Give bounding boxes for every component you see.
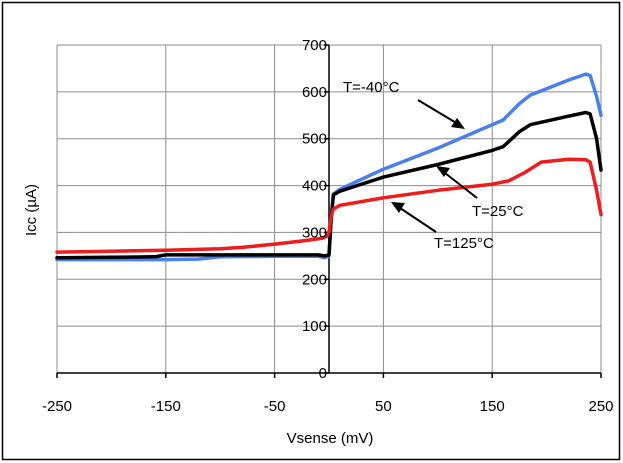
y-tick-label: 500 [302, 131, 327, 148]
y-tick-label: 100 [302, 318, 327, 335]
series-line-1 [55, 110, 603, 260]
x-tick-label: -250 [42, 398, 72, 415]
x-tick-label: -50 [264, 398, 286, 415]
y-tick-label: 300 [302, 224, 327, 241]
annotation-arrowhead [436, 166, 450, 177]
series-layer [55, 72, 603, 262]
x-axis-title: Vsense (mV) [287, 430, 374, 447]
x-tick-label: 50 [375, 398, 392, 415]
axes [56, 44, 602, 378]
y-tick-label: 200 [302, 271, 327, 288]
x-tick-label: 250 [588, 398, 613, 415]
annotation-t-minus-40: T=-40°C [343, 79, 465, 129]
annotation-arrowhead [451, 118, 465, 129]
annotation-arrowhead [391, 202, 405, 213]
series-line-0 [55, 72, 603, 262]
annotation-t-125: T=125°C [391, 202, 494, 252]
annotation-label: T=25°C [472, 203, 524, 220]
series-line-2 [55, 157, 603, 254]
y-tick-label: 400 [302, 178, 327, 195]
annotation-label: T=-40°C [343, 79, 400, 96]
annotation-t-25: T=25°C [436, 166, 524, 220]
annotation-label: T=125°C [434, 235, 494, 252]
x-tick-label: -150 [151, 398, 181, 415]
annotation-arrow-line [444, 172, 478, 199]
y-tick-label: 600 [302, 84, 327, 101]
x-tick-label: 150 [480, 398, 505, 415]
y-axis-title: Icc (µA) [23, 184, 40, 236]
annotation-arrow-line [399, 207, 437, 233]
tick-labels: -250 -150 -50 50 150 250 0 100 200 300 400 500 600 70… [42, 37, 614, 415]
annotation-arrow-line [417, 99, 459, 125]
y-tick-label: 0 [319, 365, 327, 382]
y-tick-label: 700 [302, 37, 327, 54]
